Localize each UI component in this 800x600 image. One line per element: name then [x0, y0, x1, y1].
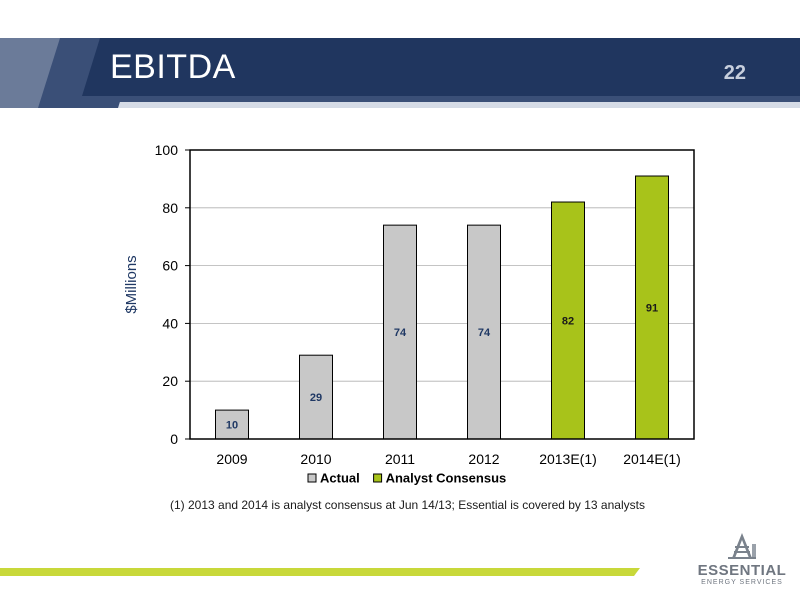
- x-tick-label: 2014E(1): [623, 451, 681, 467]
- data-label: 29: [310, 392, 322, 404]
- y-tick-label: 60: [162, 258, 178, 274]
- plot-area: [190, 150, 694, 439]
- oil-rig-icon: [728, 533, 756, 559]
- slide-header: EBITDA 22: [0, 38, 800, 108]
- data-label: 74: [478, 327, 491, 339]
- bar-2011: [383, 224, 417, 440]
- bar-2013e-1-: [551, 201, 585, 440]
- x-tick-label: 2009: [216, 451, 247, 467]
- data-label: 74: [394, 327, 407, 339]
- page-number: 22: [723, 62, 746, 84]
- chart-footnote: (1) 2013 and 2014 is analyst consensus a…: [170, 498, 645, 512]
- legend-label: Actual: [320, 471, 360, 486]
- slide-title: EBITDA: [110, 48, 236, 86]
- legend-swatch: [307, 473, 317, 483]
- y-tick-label: 20: [162, 373, 178, 389]
- y-tick-label: 0: [170, 431, 178, 447]
- bar-2010: [299, 354, 333, 440]
- legend-swatch: [373, 473, 383, 483]
- logo-subtitle: ENERGY SERVICES: [701, 579, 783, 586]
- y-axis-label: $Millions: [123, 255, 140, 313]
- header-band-graphic: [0, 38, 800, 108]
- y-tick-label: 80: [162, 200, 178, 216]
- data-label: 91: [646, 303, 658, 315]
- company-logo: ESSENTIAL ENERGY SERVICES: [690, 532, 794, 590]
- x-tick-label: 2010: [300, 451, 331, 467]
- x-tick-label: 2011: [385, 451, 415, 467]
- legend-label: Analyst Consensus: [386, 471, 507, 486]
- y-tick-label: 40: [162, 315, 178, 331]
- plot-frame: [189, 149, 695, 440]
- bottom-accent-bar: [0, 568, 640, 576]
- data-label: 10: [226, 420, 238, 432]
- bar-2009: [215, 409, 249, 440]
- x-tick-label: 2013E(1): [539, 451, 597, 467]
- data-label: 82: [562, 316, 574, 328]
- logo-name: ESSENTIAL: [697, 562, 787, 579]
- y-tick-label: 100: [155, 142, 179, 158]
- bar-2012: [467, 224, 501, 440]
- x-tick-label: 2012: [468, 451, 499, 467]
